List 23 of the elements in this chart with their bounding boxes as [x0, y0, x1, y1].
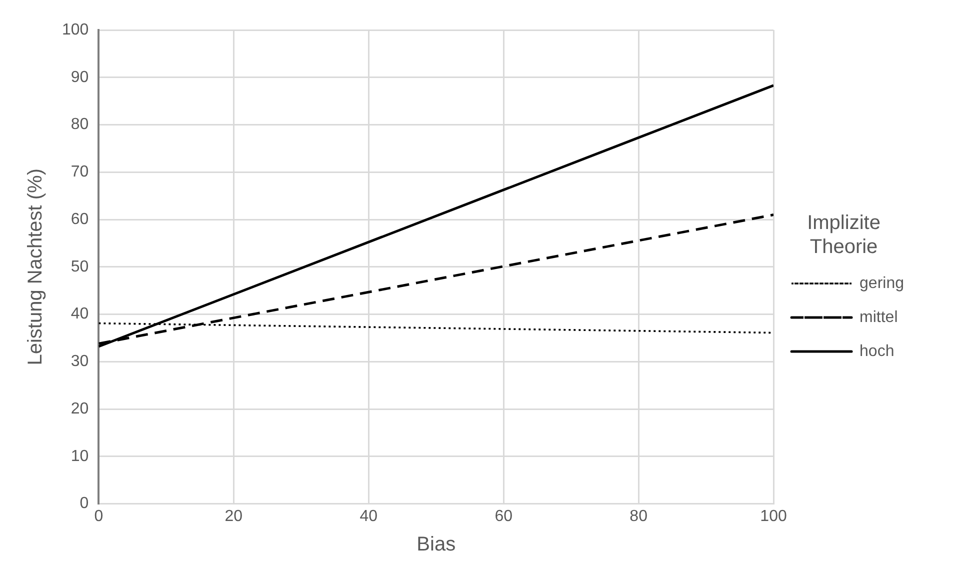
x-tick-label: 40 [360, 508, 378, 525]
y-tick-label: 90 [70, 68, 89, 86]
x-tick-label: 0 [94, 508, 104, 525]
x-axis-title: Bias [416, 534, 456, 556]
legend-title: Implizite Theorie [807, 212, 880, 258]
y-tick-label: 40 [70, 306, 89, 323]
y-tick-label: 20 [70, 400, 89, 418]
y-tick-label: 60 [70, 210, 89, 228]
y-tick-label: 30 [70, 353, 89, 370]
y-tick-label: 50 [70, 258, 89, 276]
legend-label: hoch [860, 342, 894, 360]
y-tick-label: 0 [80, 495, 89, 512]
y-tick-label: 70 [70, 164, 89, 181]
x-tick-label: 60 [494, 508, 513, 525]
y-tick-label: 80 [70, 116, 89, 134]
x-tick-label: 80 [630, 508, 648, 525]
x-tick-label: 100 [760, 508, 787, 525]
y-axis-title: Leistung Nachtest (%) [24, 168, 47, 366]
legend-label: gering [860, 274, 904, 292]
x-tick-label: 20 [224, 508, 243, 525]
legend-label: mittel [860, 308, 898, 326]
y-tick-label: 10 [70, 448, 89, 465]
y-tick-label: 100 [62, 21, 89, 38]
